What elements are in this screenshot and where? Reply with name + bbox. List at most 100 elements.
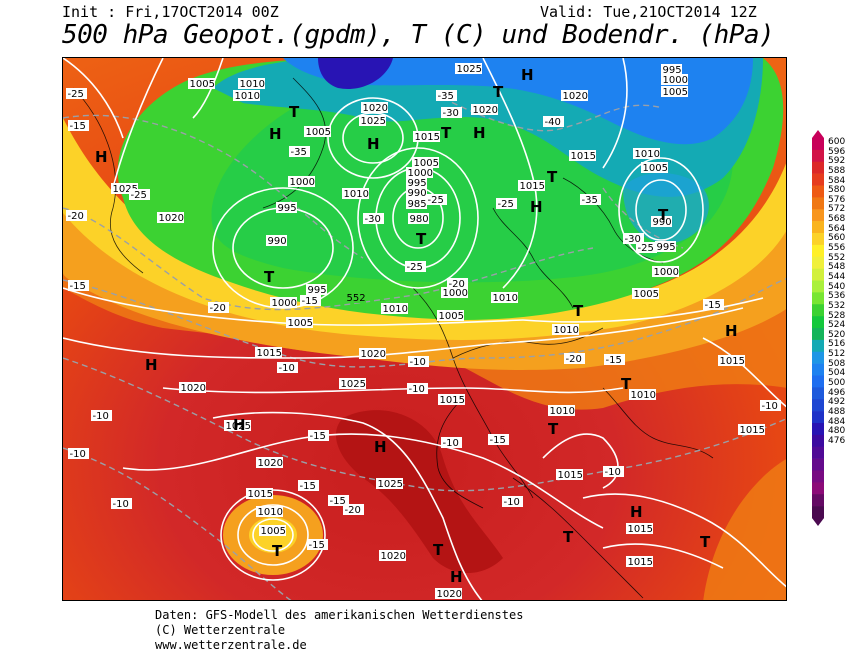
pressure-label-text: 995 xyxy=(663,65,682,76)
temperature-label-box xyxy=(129,189,150,200)
scale-label: 484 xyxy=(828,416,846,427)
temperature-label-box xyxy=(68,120,89,131)
temperature-label: -30 xyxy=(363,213,384,225)
pressure-label: 985 xyxy=(406,198,427,210)
high-pressure-marker: H xyxy=(145,356,158,374)
geopotential-label-box xyxy=(345,292,366,303)
pressure-label-text: 985 xyxy=(408,199,427,210)
pressure-label-text: 1025 xyxy=(113,184,138,195)
temperature-label-box xyxy=(502,496,523,507)
pressure-label: 1015 xyxy=(438,394,465,406)
scale-label: 476 xyxy=(828,435,846,446)
temperature-label: -15 xyxy=(488,434,509,446)
temperature-label: -15 xyxy=(307,539,328,551)
temperature-label: -35 xyxy=(580,194,601,206)
scale-swatch xyxy=(812,149,824,163)
pressure-label: 1005 xyxy=(412,157,439,169)
pressure-label-text: 1010 xyxy=(235,91,260,102)
pressure-label-text: 1010 xyxy=(493,293,518,304)
pressure-label-text: 1020 xyxy=(563,91,588,102)
pressure-label-text: 1020 xyxy=(258,458,283,469)
geopotential-label: 552 xyxy=(345,292,366,304)
pressure-label: 1020 xyxy=(379,550,406,562)
pressure-label-text: 1005 xyxy=(288,318,313,329)
temperature-label: -25 xyxy=(636,242,657,254)
temperature-label: -15 xyxy=(68,120,89,132)
scale-swatch xyxy=(812,185,824,198)
temperature-label: -15 xyxy=(300,295,321,307)
temperature-label: -10 xyxy=(111,498,132,510)
pressure-label-box xyxy=(651,216,672,227)
darkred-core xyxy=(335,410,503,573)
footer: Daten: GFS-Modell des amerikanischen Wet… xyxy=(155,608,523,653)
pressure-label-text: 1015 xyxy=(415,132,440,143)
temperature-label-box xyxy=(208,302,229,313)
pressure-label-box xyxy=(376,478,403,489)
pressure-label: 1020 xyxy=(561,90,588,102)
low-pressure-marker: T xyxy=(563,528,574,546)
temperature-label-text: -15 xyxy=(705,300,721,311)
pressure-label: 1015 xyxy=(718,355,745,367)
pressure-label-box xyxy=(288,176,315,187)
pressure-label-text: 1010 xyxy=(631,390,656,401)
pressure-label-box xyxy=(406,198,427,209)
pressure-label: 1025 xyxy=(111,183,138,195)
valid-time: Valid: Tue,21OCT2014 12Z xyxy=(540,3,757,21)
temperature-label-text: -20 xyxy=(345,505,361,516)
pressure-label: 1020 xyxy=(359,348,386,360)
temperature-label: -25 xyxy=(426,194,447,206)
pressure-label: 1010 xyxy=(233,90,260,102)
pressure-label-text: 1000 xyxy=(443,288,468,299)
pressure-label: 995 xyxy=(661,64,682,76)
pressure-label-text: 1005 xyxy=(634,289,659,300)
scale-swatch xyxy=(812,280,824,293)
pressure-label: 1020 xyxy=(471,104,498,116)
pressure-label-text: 1010 xyxy=(383,304,408,315)
scale-label: 580 xyxy=(828,185,846,196)
pressure-label: 990 xyxy=(266,235,287,247)
scale-swatch xyxy=(812,470,824,483)
pressure-label: 1000 xyxy=(441,287,468,299)
low-pressure-marker: T xyxy=(272,542,283,560)
footer-copyright: (C) Wetterzentrale xyxy=(155,623,286,637)
scale-swatch xyxy=(812,482,824,495)
temperature-label-box xyxy=(298,480,319,491)
temperature-label: -15 xyxy=(308,430,329,442)
temperature-label: -20 xyxy=(66,210,87,222)
high-pressure-marker: H xyxy=(725,322,738,340)
scale-label: 592 xyxy=(828,156,846,167)
footer-website: www.wetterzentrale.de xyxy=(155,638,307,652)
temperature-label-text: -10 xyxy=(605,467,621,478)
pressure-label-box xyxy=(552,324,579,335)
scale-label: 552 xyxy=(828,252,846,263)
temperature-label-text: -15 xyxy=(300,481,316,492)
scale-label: 576 xyxy=(828,194,846,205)
scale-label: 536 xyxy=(828,291,846,302)
blue-region xyxy=(283,58,753,145)
pressure-label-text: 1000 xyxy=(272,298,297,309)
pressure-label-text: 990 xyxy=(408,188,427,199)
pressure-label-text: 1005 xyxy=(306,127,331,138)
temperature-label-text: -15 xyxy=(70,281,86,292)
pressure-label-text: 1020 xyxy=(437,589,462,600)
pressure-label-box xyxy=(408,213,429,224)
scale-swatch xyxy=(812,363,824,376)
high-pressure-marker: H xyxy=(473,124,486,142)
scale-swatch xyxy=(812,434,824,448)
low-pressure-marker: T xyxy=(700,533,711,551)
temperature-label-box xyxy=(760,400,781,411)
temperature-label-box xyxy=(407,383,428,394)
pressure-label-text: 1015 xyxy=(257,348,282,359)
pressure-label: 980 xyxy=(408,213,429,225)
temperature-label-box xyxy=(66,88,87,99)
pressure-label-text: 1010 xyxy=(550,406,575,417)
temperature-label-box xyxy=(363,213,384,224)
pressure-label-box xyxy=(270,297,297,308)
pressure-label: 1020 xyxy=(179,382,206,394)
scale-label: 508 xyxy=(828,358,846,369)
temperature-label-text: -10 xyxy=(443,438,459,449)
scale-swatch xyxy=(812,387,824,400)
temperature-label-text: -15 xyxy=(309,540,325,551)
low-pressure-marker: T xyxy=(433,541,444,559)
pressure-label-box xyxy=(286,317,313,328)
